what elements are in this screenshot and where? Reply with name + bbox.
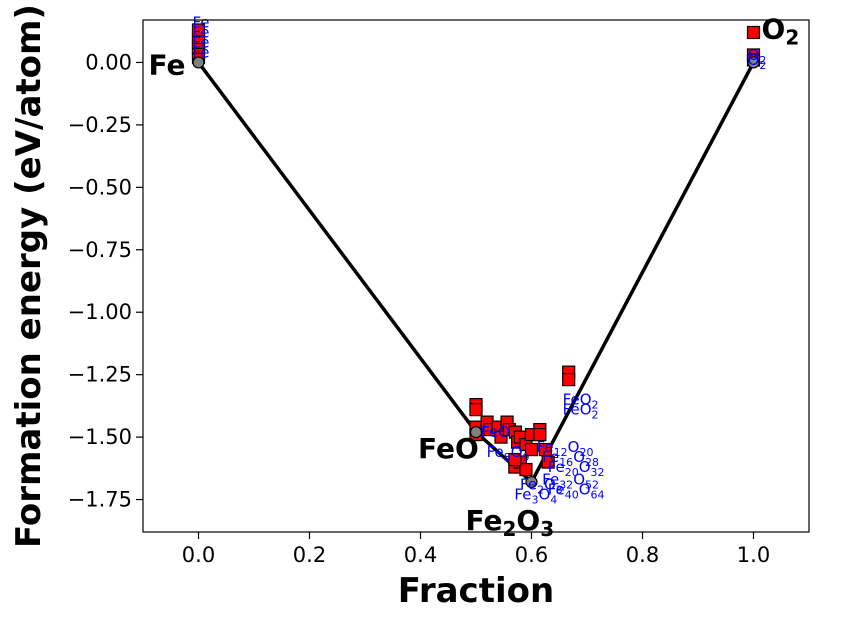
- stable-point: [469, 425, 483, 439]
- stable-phase-label: FeO: [418, 432, 479, 465]
- unstable-point-label: Fe: [193, 23, 210, 41]
- unstable-point: [533, 427, 547, 442]
- x-axis-ticks: 0.0 0.2 0.4 0.6 0.8 1.0: [182, 532, 770, 567]
- unstable-point-label: Fe16O28: [542, 448, 599, 469]
- unstable-point: [191, 23, 206, 37]
- stable-phase-label: Fe: [149, 48, 186, 81]
- unstable-point-label: Fe2O3: [520, 476, 563, 497]
- stable-point: [525, 475, 538, 489]
- unstable-point: [508, 452, 522, 467]
- y-axis-title: Formation energy (eV/atom): [9, 4, 49, 548]
- unstable-point-label: Fe: [193, 43, 210, 61]
- hull-line: [197, 61, 756, 485]
- y-axis-ticks: 0.00 −0.25 −0.50 −0.75 −1.00 −1.25 −1.50 −1.75: [68, 50, 143, 512]
- y-tick-label: 0.00: [85, 50, 132, 74]
- unstable-point: [524, 442, 539, 457]
- unstable-point-label: Fe12O20: [537, 438, 594, 459]
- unstable-point-label: Fe40O64: [548, 481, 605, 502]
- x-tick-label: 0.0: [182, 543, 215, 567]
- unstable-point-label: O2: [748, 51, 767, 72]
- stable-point: [747, 56, 760, 69]
- y-tick-label: −1.50: [68, 425, 132, 449]
- y-tick-label: −0.75: [68, 238, 132, 262]
- unstable-point-label: Fe: [193, 33, 210, 51]
- unstable-point-label: FeO2: [563, 401, 599, 422]
- unstable-point: [541, 455, 555, 469]
- unstable-point: [562, 373, 576, 387]
- unstable-point-label: Fe20O32: [548, 458, 605, 479]
- plot-frame: [142, 19, 810, 533]
- y-tick-label: −0.50: [68, 175, 132, 199]
- unstable-point-label: Fe3O4: [514, 486, 557, 507]
- x-tick-label: 0.8: [626, 543, 659, 567]
- unstable-point-label: O2: [748, 46, 767, 67]
- unstable-point: [469, 403, 483, 417]
- y-tick-label: −1.75: [68, 488, 132, 512]
- unstable-point: [519, 462, 533, 477]
- unstable-point-label: Fe32O52: [542, 471, 599, 492]
- unstable-point-label: Fe: [193, 13, 210, 31]
- x-tick-label: 0.2: [293, 543, 326, 567]
- x-tick-label: 1.0: [737, 543, 770, 567]
- convex-hull-layer: [197, 61, 756, 485]
- unstable-point: [746, 25, 761, 40]
- unstable-point-label: FeO: [481, 423, 510, 441]
- unstable-point-label: FeO2: [563, 391, 599, 412]
- x-axis-title: Fraction: [398, 571, 554, 611]
- x-tick-label: 0.4: [404, 543, 437, 567]
- y-tick-label: −1.00: [68, 300, 132, 324]
- y-tick-label: −1.25: [68, 363, 132, 387]
- y-tick-label: −0.25: [68, 113, 132, 137]
- x-tick-label: 0.6: [515, 543, 548, 567]
- stable-phase-label: O2: [762, 12, 800, 49]
- unstable-point-label: Fe8O9: [487, 443, 530, 464]
- data-points-layer: [191, 23, 761, 489]
- stable-point: [192, 56, 205, 69]
